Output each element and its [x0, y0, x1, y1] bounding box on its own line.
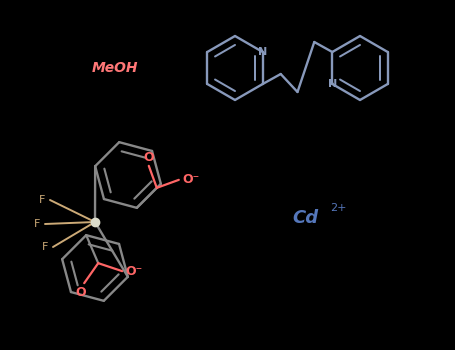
- Text: F: F: [34, 219, 40, 229]
- Text: O: O: [143, 151, 154, 164]
- Text: O⁻: O⁻: [126, 265, 143, 278]
- Text: N: N: [328, 79, 337, 89]
- Text: N: N: [258, 47, 268, 57]
- Text: F: F: [42, 242, 48, 252]
- Text: O: O: [75, 286, 86, 299]
- Text: Cd: Cd: [292, 209, 318, 227]
- Text: F: F: [39, 195, 45, 205]
- Text: MeOH: MeOH: [92, 61, 138, 75]
- Text: O⁻: O⁻: [182, 173, 199, 186]
- Text: 2+: 2+: [330, 203, 347, 213]
